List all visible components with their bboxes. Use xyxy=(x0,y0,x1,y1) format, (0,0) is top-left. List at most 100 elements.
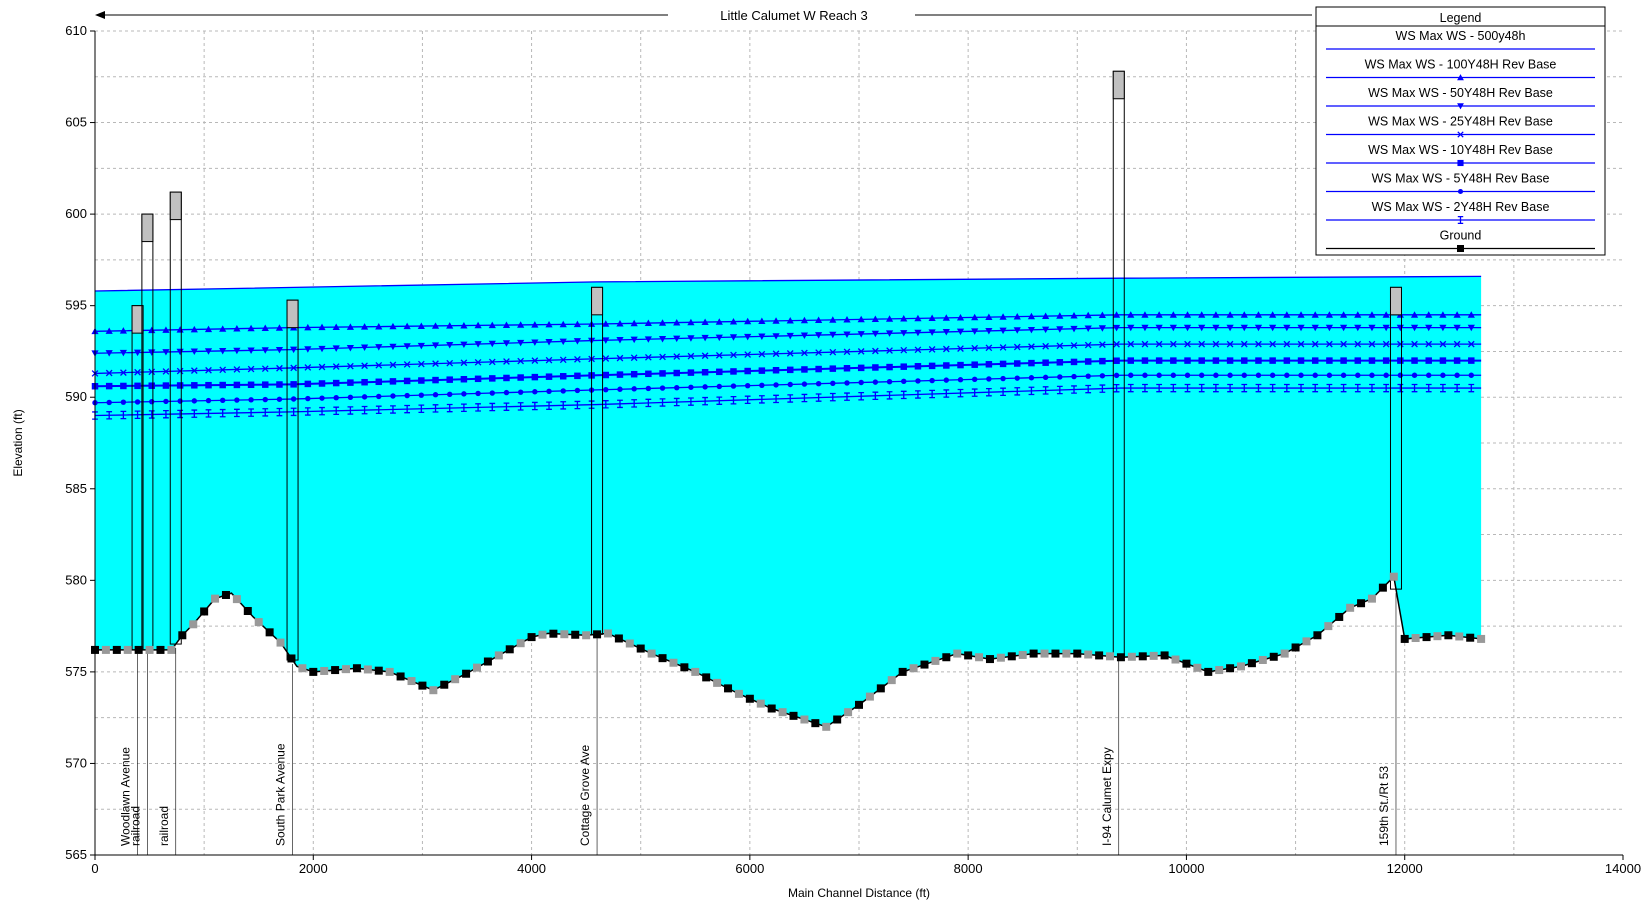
ground-marker xyxy=(1018,650,1027,659)
ground-marker xyxy=(1346,603,1355,612)
ws-marker xyxy=(162,382,170,389)
ground-marker xyxy=(560,630,569,639)
ground-marker xyxy=(625,639,634,648)
ws-marker xyxy=(1312,372,1318,378)
ws-marker xyxy=(276,407,283,417)
ws-marker xyxy=(715,352,723,359)
ws-lines xyxy=(91,275,1482,420)
reach-arrow-head xyxy=(95,11,105,19)
ground-marker xyxy=(363,665,372,674)
ground-marker xyxy=(429,686,438,695)
ws-marker xyxy=(886,363,893,371)
ws-marker xyxy=(1014,387,1021,396)
ws-marker xyxy=(502,321,511,328)
ws-marker xyxy=(971,344,979,352)
ground-marker xyxy=(1182,659,1191,668)
ws-marker xyxy=(247,381,255,389)
legend-entry-label: WS Max WS - 25Y48H Rev Base xyxy=(1368,115,1553,129)
ground-marker xyxy=(451,675,460,684)
ws-marker xyxy=(1439,340,1447,348)
ground-marker xyxy=(1106,652,1115,661)
ws-marker xyxy=(915,378,921,384)
ws-marker xyxy=(630,370,638,378)
ws-marker xyxy=(460,341,468,349)
ws-marker xyxy=(304,380,312,388)
ws-marker xyxy=(942,329,950,336)
ws-marker xyxy=(1269,311,1277,318)
ground-marker xyxy=(1215,666,1224,675)
ws-marker xyxy=(673,335,681,343)
ws-marker xyxy=(617,399,623,409)
ws-marker xyxy=(275,346,284,354)
ws-marker xyxy=(219,381,226,389)
ws-marker xyxy=(914,346,922,354)
ws-marker xyxy=(603,386,609,393)
ws-marker xyxy=(1000,387,1006,397)
ws-marker xyxy=(701,318,709,325)
ws-marker xyxy=(1454,383,1460,393)
ws-marker xyxy=(943,362,950,369)
ws-marker xyxy=(1255,357,1262,364)
ws-marker xyxy=(1070,312,1078,319)
ws-marker xyxy=(1425,324,1433,332)
ws-marker xyxy=(1453,357,1461,364)
ws-marker xyxy=(957,388,964,398)
ws-marker xyxy=(658,335,667,343)
ws-marker xyxy=(474,321,482,329)
ws-marker xyxy=(531,339,539,346)
ws-marker xyxy=(1241,357,1248,364)
ws-marker xyxy=(162,326,170,333)
ws-marker xyxy=(204,325,213,333)
ws-marker xyxy=(886,347,893,354)
ground-marker xyxy=(920,660,929,669)
ws-marker xyxy=(1468,372,1474,378)
ground-marker xyxy=(538,630,547,639)
ws-marker xyxy=(1453,311,1461,318)
ws-marker xyxy=(730,396,737,405)
ground-marker xyxy=(1171,655,1180,664)
ground-marker xyxy=(778,708,787,717)
ground-marker xyxy=(167,645,176,654)
y-tick-label: 575 xyxy=(65,664,87,679)
ws-marker xyxy=(971,361,978,368)
ws-marker xyxy=(446,376,453,383)
ws-marker xyxy=(815,332,823,339)
ws-marker xyxy=(1383,372,1389,378)
ws-marker xyxy=(687,318,695,326)
ws-marker xyxy=(957,345,964,352)
ground-marker xyxy=(931,656,940,665)
ws-marker xyxy=(758,333,766,341)
ws-marker xyxy=(1183,311,1192,318)
ws-marker xyxy=(560,388,566,394)
ws-marker xyxy=(645,385,652,392)
ws-marker xyxy=(602,337,610,344)
reach-title: Little Calumet W Reach 3 xyxy=(95,8,1312,23)
ws-marker xyxy=(234,397,240,403)
ws-marker xyxy=(389,322,397,330)
ws-marker xyxy=(1457,74,1464,81)
ws-marker xyxy=(1113,340,1120,348)
ws-marker xyxy=(1042,342,1049,350)
ws-marker xyxy=(361,405,368,415)
ws-marker xyxy=(1240,324,1248,332)
ws-marker xyxy=(914,329,922,337)
ws-marker xyxy=(928,314,936,322)
ground-marker xyxy=(145,645,154,654)
ws-marker xyxy=(687,352,695,360)
ws-marker xyxy=(318,345,326,353)
ground-marker xyxy=(1237,662,1245,671)
ws-marker xyxy=(1028,386,1035,396)
ws-marker xyxy=(1468,383,1475,393)
ws-line xyxy=(94,359,1482,388)
ws-marker xyxy=(360,344,369,352)
ws-marker xyxy=(1368,311,1376,318)
ws-marker xyxy=(190,348,198,356)
ws-marker xyxy=(716,396,723,405)
ws-marker xyxy=(1198,383,1205,393)
ws-marker xyxy=(546,388,552,395)
ws-marker xyxy=(999,313,1007,320)
ws-marker xyxy=(1113,372,1120,379)
ws-marker xyxy=(1099,384,1106,393)
ws-series xyxy=(91,311,1482,335)
ws-marker xyxy=(276,364,283,372)
